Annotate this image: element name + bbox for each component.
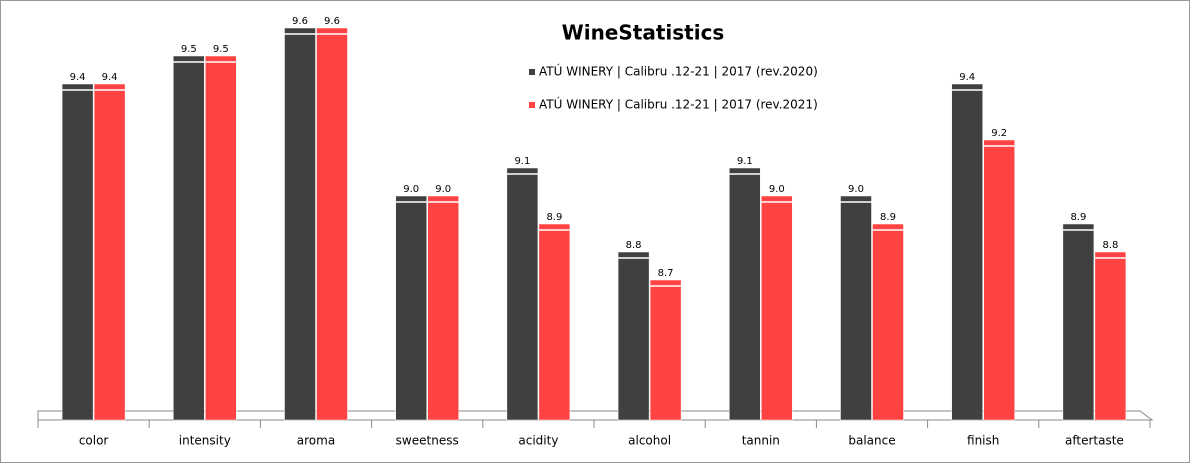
data-label: 9.0 (769, 184, 785, 195)
data-label: 9.4 (70, 72, 86, 83)
data-label: 9.0 (435, 184, 451, 195)
data-label: 9.1 (514, 156, 530, 167)
bar (538, 223, 571, 421)
bar (93, 83, 126, 421)
data-label: 9.2 (991, 128, 1007, 139)
bar (395, 195, 427, 421)
data-label: 9.4 (102, 72, 118, 83)
bar (1094, 251, 1127, 421)
x-tick-label: acidity (518, 434, 558, 448)
data-label: 8.8 (626, 240, 642, 251)
data-label: 9.6 (292, 16, 308, 27)
x-tick-label: finish (967, 434, 999, 448)
bar (61, 83, 94, 421)
data-label: 8.8 (1102, 240, 1118, 251)
x-tick-label: sweetness (396, 434, 459, 448)
bar (173, 55, 205, 421)
data-label: 9.1 (737, 156, 753, 167)
bar (729, 167, 761, 421)
bar (506, 167, 539, 421)
legend-swatch (529, 102, 535, 108)
bar (761, 195, 793, 421)
x-tick-label: color (79, 434, 109, 448)
data-label: 9.4 (959, 72, 975, 83)
data-label: 9.0 (848, 184, 864, 195)
bar (617, 251, 650, 421)
legend-label: ATÚ WINERY | Calibru .12-21 | 2017 (rev.… (539, 64, 818, 79)
data-label: 9.0 (403, 184, 419, 195)
x-tick-label: aftertaste (1065, 434, 1124, 448)
chart-title: WineStatistics (562, 21, 725, 45)
bar (840, 195, 872, 421)
bar (649, 279, 682, 421)
x-tick-label: balance (848, 434, 895, 448)
x-tick-label: tannin (742, 434, 780, 448)
bar (284, 27, 316, 421)
bar (316, 27, 348, 421)
x-tick-label: aroma (297, 434, 335, 448)
data-label: 8.9 (546, 212, 562, 223)
data-label: 9.5 (181, 44, 197, 55)
data-label: 8.7 (658, 268, 674, 279)
legend-swatch (529, 69, 535, 75)
bar (205, 55, 237, 421)
bar (427, 195, 459, 421)
data-label: 9.5 (213, 44, 229, 55)
legend-label: ATÚ WINERY | Calibru .12-21 | 2017 (rev.… (539, 97, 818, 112)
bar (1062, 223, 1095, 421)
bar (983, 139, 1015, 421)
data-label: 8.9 (1070, 212, 1086, 223)
data-label: 9.6 (324, 16, 340, 27)
bar (951, 83, 983, 421)
x-tick-label: intensity (179, 434, 231, 448)
bar (872, 223, 904, 421)
data-label: 8.9 (880, 212, 896, 223)
x-tick-label: alcohol (628, 434, 671, 448)
